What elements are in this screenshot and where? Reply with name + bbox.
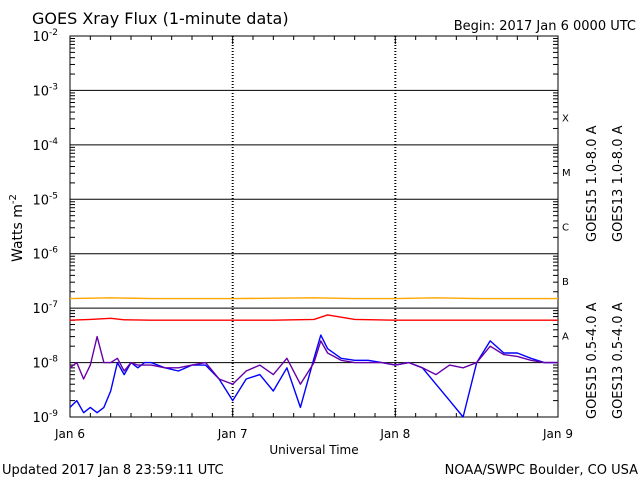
x-tick-label: Jan 9 xyxy=(542,427,573,441)
flare-class-a: A xyxy=(562,331,569,342)
chart-title: GOES Xray Flux (1-minute data) xyxy=(32,9,289,28)
x-tick-label: Jan 7 xyxy=(217,427,248,441)
y-axis-label-text: Watts m xyxy=(10,204,26,262)
y-tick-label: 10-2 xyxy=(32,28,58,45)
x-axis-ticks: Jan 6 Jan 7 Jan 8 Jan 9 xyxy=(54,36,573,441)
series-line-3 xyxy=(69,335,558,385)
y-tick-label: 10-3 xyxy=(32,82,58,99)
flare-class-b: B xyxy=(562,277,569,288)
flare-class-x: X xyxy=(562,114,569,125)
y-tick-label: 10-5 xyxy=(32,191,58,208)
credit-line: NOAA/SWPC Boulder, CO USA xyxy=(445,463,638,478)
legend-goes13-short: GOES13 0.5-4.0 A xyxy=(611,302,626,419)
series-line-0 xyxy=(69,314,558,321)
series-lines xyxy=(69,297,558,418)
y-tick-label: 10-4 xyxy=(32,137,58,154)
legend-goes15-short: GOES15 0.5-4.0 A xyxy=(585,302,600,419)
series-line-2 xyxy=(69,334,558,418)
begin-label: Begin: 2017 Jan 6 0000 UTC xyxy=(454,19,636,34)
series-line-1 xyxy=(69,297,558,300)
y-tick-label: 10-9 xyxy=(32,409,58,426)
updated-timestamp: Updated 2017 Jan 8 23:59:11 UTC xyxy=(2,463,224,478)
flare-class-c: C xyxy=(562,223,569,234)
flare-class-labels: A B C M X xyxy=(562,114,571,343)
x-tick-label: Jan 6 xyxy=(54,427,85,441)
legend-goes15-long: GOES15 1.0-8.0 A xyxy=(585,125,600,242)
y-tick-label: 10-6 xyxy=(32,246,58,263)
legend: GOES15 1.0-8.0 A GOES13 1.0-8.0 A GOES15… xyxy=(585,125,626,419)
legend-goes13-long: GOES13 1.0-8.0 A xyxy=(611,125,626,242)
flare-class-m: M xyxy=(562,168,571,179)
x-tick-label: Jan 8 xyxy=(379,427,410,441)
y-tick-label: 10-8 xyxy=(32,355,58,372)
x-axis-label: Universal Time xyxy=(269,443,358,457)
y-axis-ticks: 10-9 10-8 10-7 10-6 10-5 10-4 10-3 10-2 xyxy=(32,28,558,426)
y-tick-label: 10-7 xyxy=(32,300,58,317)
y-axis-label: Watts m-2 xyxy=(8,194,26,262)
y-axis-label-exponent: -2 xyxy=(8,194,19,204)
